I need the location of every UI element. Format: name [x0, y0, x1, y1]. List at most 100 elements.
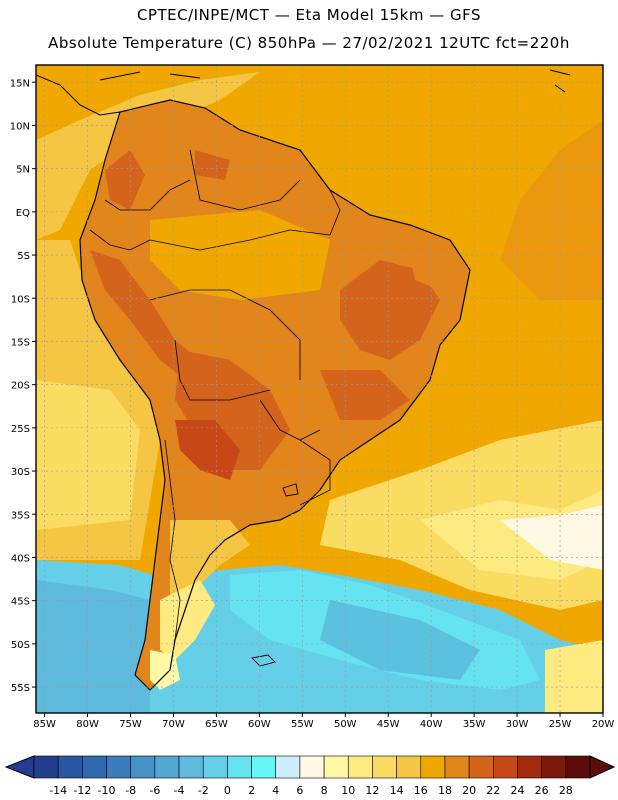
colorbar-label: 20 — [462, 784, 476, 797]
field-tierra-del-fuego — [150, 650, 180, 690]
lat-label: 45S — [11, 597, 30, 608]
colorbar-label: 16 — [414, 784, 428, 797]
falkland-islands — [251, 654, 276, 667]
field-ne-brazil-hot — [340, 260, 440, 360]
lon-label: 45W — [377, 719, 400, 730]
field-cold-sw — [36, 580, 150, 713]
colorbar-low-arrow — [4, 755, 35, 779]
field-andes-hot — [90, 250, 200, 380]
colorbar-label: -8 — [125, 784, 136, 797]
field-amazon — [150, 210, 330, 300]
colorbar-label: -10 — [98, 784, 116, 797]
colorbar-label: 6 — [296, 784, 303, 797]
colorbar-swatch — [57, 755, 83, 779]
graticule — [36, 65, 604, 713]
colorbar-label: 4 — [272, 784, 279, 797]
border-amazon-north — [149, 229, 331, 251]
field-cold-deep — [320, 600, 480, 680]
colorbar-label: 28 — [559, 784, 573, 797]
colorbar-swatch — [396, 755, 422, 779]
field-north-sea — [36, 65, 603, 140]
field-chaco-hotter — [175, 420, 240, 480]
colorbar-label: 26 — [535, 784, 549, 797]
lon-label: 80W — [76, 719, 99, 730]
colorbar-swatch — [251, 755, 277, 779]
colorbar-swatch — [82, 755, 107, 779]
lon-label: 70W — [162, 719, 185, 730]
border-venezuela — [189, 149, 301, 211]
colorbar-label: 14 — [390, 784, 404, 797]
colorbar-swatch — [347, 755, 373, 779]
colorbar-swatch — [178, 755, 204, 779]
colorbar-swatch — [323, 755, 349, 779]
colorbar-swatch — [275, 755, 301, 779]
lat-label: 10N — [10, 121, 30, 132]
border-ecuador — [89, 229, 151, 251]
lon-label: 55W — [291, 719, 314, 730]
colorbar-swatch — [565, 755, 591, 779]
colorbar-label: 8 — [321, 784, 328, 797]
colorbar-label: 2 — [248, 784, 255, 797]
colorbar: -14 -12 -10 -8 -6 -4 -2 0 2 4 6 8 10 12 14 16 18 20 22 24 26… — [4, 755, 616, 797]
lat-label: 15S — [11, 337, 30, 348]
lat-label: 5S — [17, 251, 30, 262]
lat-label: 30S — [11, 467, 30, 478]
lat-label: 35S — [11, 510, 30, 521]
field-se-brazil-hot — [320, 370, 410, 420]
border-paraguay — [259, 399, 321, 441]
lat-label: 40S — [11, 553, 30, 564]
lon-label: 60W — [248, 719, 271, 730]
lat-label: EQ — [16, 208, 30, 219]
field-atlantic-pale — [500, 505, 603, 570]
colorbar-swatch — [541, 755, 567, 779]
colorbar-swatch — [372, 755, 397, 779]
lat-label: 5N — [16, 165, 30, 176]
border-bolivia-brazil — [149, 289, 301, 380]
colorbar-swatch — [154, 755, 180, 779]
border-chile-argentina — [164, 439, 181, 641]
colorbar-label: -14 — [49, 784, 67, 797]
border-uruguay — [299, 439, 331, 506]
lon-label: 30W — [506, 719, 529, 730]
border-guianas — [329, 189, 341, 236]
field-se-corner — [545, 640, 603, 713]
lat-label: 10S — [11, 294, 30, 305]
colorbar-swatch — [299, 755, 325, 779]
colorbar-label: 0 — [224, 784, 231, 797]
central-america-coast — [36, 74, 121, 116]
lon-label: 35W — [463, 719, 486, 730]
map-frame — [35, 64, 604, 714]
colorbar-high-arrow — [589, 755, 616, 779]
colorbar-swatch — [106, 755, 131, 779]
colorbar-label: 24 — [510, 784, 524, 797]
lat-label: 15N — [10, 78, 30, 89]
colorbar-label: -2 — [198, 784, 209, 797]
lon-label: 40W — [420, 719, 443, 730]
field-pacific-cool — [36, 380, 140, 530]
coastline — [79, 99, 471, 691]
colorbar-label: -12 — [73, 784, 91, 797]
country-borders — [89, 149, 341, 641]
colorbar-swatch — [444, 755, 470, 779]
lat-label: 55S — [11, 683, 30, 694]
colorbar-swatch — [517, 755, 542, 779]
lon-label: 75W — [119, 719, 142, 730]
colorbar-swatch — [493, 755, 518, 779]
lon-label: 65W — [205, 719, 228, 730]
lon-label: 25W — [549, 719, 572, 730]
lat-label: 25S — [11, 424, 30, 435]
field-ne-coast — [410, 250, 465, 290]
border-colombia — [104, 179, 191, 211]
field-colombia-hot — [105, 150, 145, 210]
longitude-labels: 85W 80W 75W 70W 65W 60W 55W 50W 45W 40W 35W 30W 25W 2… — [33, 713, 614, 730]
title-line-2: Absolute Temperature (C) 850hPa — 27/02/… — [48, 34, 570, 52]
colorbar-swatch — [468, 755, 494, 779]
colorbar-label: 18 — [438, 784, 452, 797]
colorbar-swatch — [420, 755, 446, 779]
lon-label: 85W — [33, 719, 56, 730]
colorbar-label: -4 — [174, 784, 185, 797]
title-line-1: CPTEC/INPE/MCT — Eta Model 15km — GFS — [136, 6, 482, 24]
colorbar-swatch — [202, 755, 228, 779]
colorbar-label: 10 — [341, 784, 355, 797]
colorbar-swatch — [227, 755, 252, 779]
